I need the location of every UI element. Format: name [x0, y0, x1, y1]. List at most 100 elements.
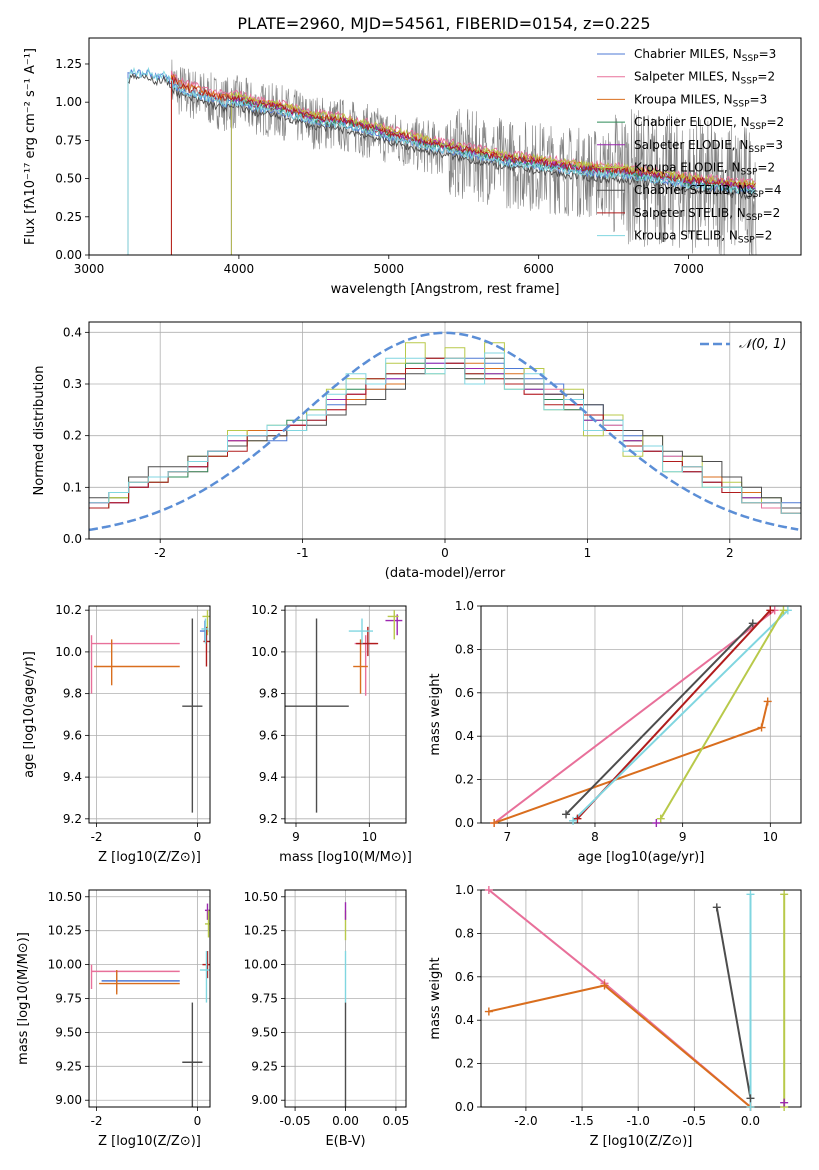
y-tick-label: 0.0: [455, 816, 474, 830]
y-tick-label: 9.6: [259, 728, 278, 742]
y-tick-label: 0.00: [55, 248, 82, 262]
axes-frame: [480, 605, 802, 824]
y-tick-label: 0.6: [455, 970, 474, 984]
legend-subscript: SSP: [746, 213, 763, 223]
y-tick-label: 0.1: [63, 480, 82, 494]
y-axis-label: Flux [fλ10⁻¹⁷ erg cm⁻² s⁻¹ A⁻¹]: [23, 48, 38, 245]
axes-Z_vs_age: -2 0 9.2 9.4 9.6 9.8 10.0 10.2 Z [log10(Z/Z⊙)] ag…: [22, 603, 211, 865]
x-tick-label: -1: [297, 546, 309, 560]
plus-marker: [600, 981, 609, 990]
legend-count: =3: [759, 47, 777, 61]
y-tick-label: 0.75: [55, 133, 82, 147]
x-tick-label: -0.5: [683, 1114, 706, 1128]
x-tick-label: 3000: [74, 262, 105, 276]
axes-frame: [480, 889, 802, 1108]
plot-area: [90, 903, 210, 1107]
y-axis-label: age [log10(age/yr)]: [22, 651, 37, 778]
x-tick-label: 10: [362, 830, 377, 844]
normal-curve: [89, 331, 799, 532]
x-tick-label: -1.0: [626, 1114, 649, 1128]
y-tick-label: 1.25: [55, 57, 82, 71]
axes-frame: [284, 889, 407, 1108]
x-tick-label: -2: [154, 546, 166, 560]
plus-marker: [780, 890, 789, 899]
plus-marker: [779, 606, 788, 615]
x-tick-label: 9: [292, 830, 300, 844]
plot-area: [488, 890, 786, 1107]
y-tick-label: 9.00: [55, 1093, 82, 1107]
plus-marker: [490, 819, 499, 827]
axes-frame: [88, 37, 802, 256]
y-tick-label: 9.50: [55, 1025, 82, 1039]
x-tick-label: -1.5: [570, 1114, 593, 1128]
plus-marker: [746, 1094, 755, 1103]
x-tick-label: 7: [503, 830, 511, 844]
model-spectrum-line: [170, 75, 756, 255]
legend-subscript: SSP: [741, 168, 758, 178]
plus-marker: [573, 814, 582, 823]
y-tick-label: 10.25: [48, 924, 82, 938]
weight-line: [488, 984, 752, 1107]
y-tick-label: 9.4: [259, 770, 278, 784]
plot-area: [127, 59, 757, 255]
plus-marker: [652, 819, 661, 827]
x-tick-label: -0.05: [280, 1114, 311, 1128]
y-tick-label: 10.00: [244, 958, 278, 972]
legend-subscript: SSP: [738, 236, 755, 246]
legend-count: =2: [757, 161, 775, 175]
plus-marker: [712, 903, 721, 912]
y-tick-label: 0.2: [455, 1057, 474, 1071]
legend-entry: Salpeter ELODIE, NSSP=3: [634, 138, 783, 155]
histogram-step: [89, 352, 801, 514]
legend-entry: Kroupa STELIB, NSSP=2: [634, 229, 772, 246]
legend-entry: Salpeter MILES, NSSP=2: [634, 70, 775, 87]
y-tick-label: 0.8: [455, 926, 474, 940]
axes-frame: [88, 605, 211, 824]
y-tick-label: 10.2: [55, 603, 82, 617]
y-tick-label: 10.0: [251, 645, 278, 659]
y-tick-label: 1.0: [455, 599, 474, 613]
legend-count: =2: [757, 70, 775, 84]
spectrum-legend: Chabrier MILES, NSSP=3 Salpeter MILES, NS…: [597, 47, 784, 246]
y-tick-label: 10.25: [244, 924, 278, 938]
x-tick-label: -2.0: [514, 1114, 537, 1128]
y-tick-label: 0.3: [63, 377, 82, 391]
legend-subscript: SSP: [750, 122, 767, 132]
x-tick-label: 1: [584, 546, 592, 560]
x-axis-label: Z [log10(Z/Z⊙)]: [98, 850, 201, 865]
y-axis-label: Normed distribution: [32, 366, 47, 496]
x-tick-label: 2: [726, 546, 734, 560]
y-tick-label: 10.2: [251, 603, 278, 617]
x-axis-label: age [log10(age/yr)]: [578, 850, 705, 865]
x-tick-label: 0: [441, 546, 449, 560]
y-tick-label: 10.00: [48, 958, 82, 972]
axes-frame: [88, 889, 211, 1108]
axes-residuals: -2 -1 0 1 2 0.0 0.1 0.2 0.3 0.4 (data-model)/error…: [32, 321, 802, 581]
plus-marker: [748, 619, 757, 628]
x-tick-label: 0: [194, 1114, 202, 1128]
x-axis-label: Z [log10(Z/Z⊙)]: [590, 1134, 693, 1149]
x-axis-label: E(B-V): [325, 1134, 365, 1149]
legend-entry: Salpeter STELIB, NSSP=2: [634, 206, 780, 223]
axes-mass_vs_age: 9 10 9.2 9.4 9.6 9.8 10.0 10.2 mass [log10(M/M⊙)…: [251, 603, 412, 865]
figure-title: PLATE=2960, MJD=54561, FIBERID=0154, z=0…: [237, 14, 650, 33]
y-tick-label: 0.0: [63, 532, 82, 546]
y-axis-label: mass weight: [428, 957, 443, 1039]
x-tick-label: -2: [91, 1114, 103, 1128]
y-tick-label: 9.75: [55, 992, 82, 1006]
legend-entry: Kroupa MILES, NSSP=3: [634, 92, 767, 109]
x-tick-label: 6000: [523, 262, 554, 276]
plus-marker: [780, 1098, 789, 1107]
y-tick-label: 9.8: [63, 687, 82, 701]
legend-subscript: SSP: [742, 54, 759, 64]
axes-spectrum: 3000 4000 5000 6000 7000 0.00 0.25 0.50 0.75 1.00…: [23, 37, 802, 297]
y-tick-label: 0.4: [455, 729, 474, 743]
plus-marker: [484, 886, 493, 894]
y-tick-label: 0.2: [455, 773, 474, 787]
y-tick-label: 10.0: [55, 645, 82, 659]
model-spectrum-line: [127, 66, 756, 255]
legend-count: =4: [764, 183, 782, 197]
weight-line: [572, 609, 789, 822]
x-tick-label: 8: [591, 830, 599, 844]
